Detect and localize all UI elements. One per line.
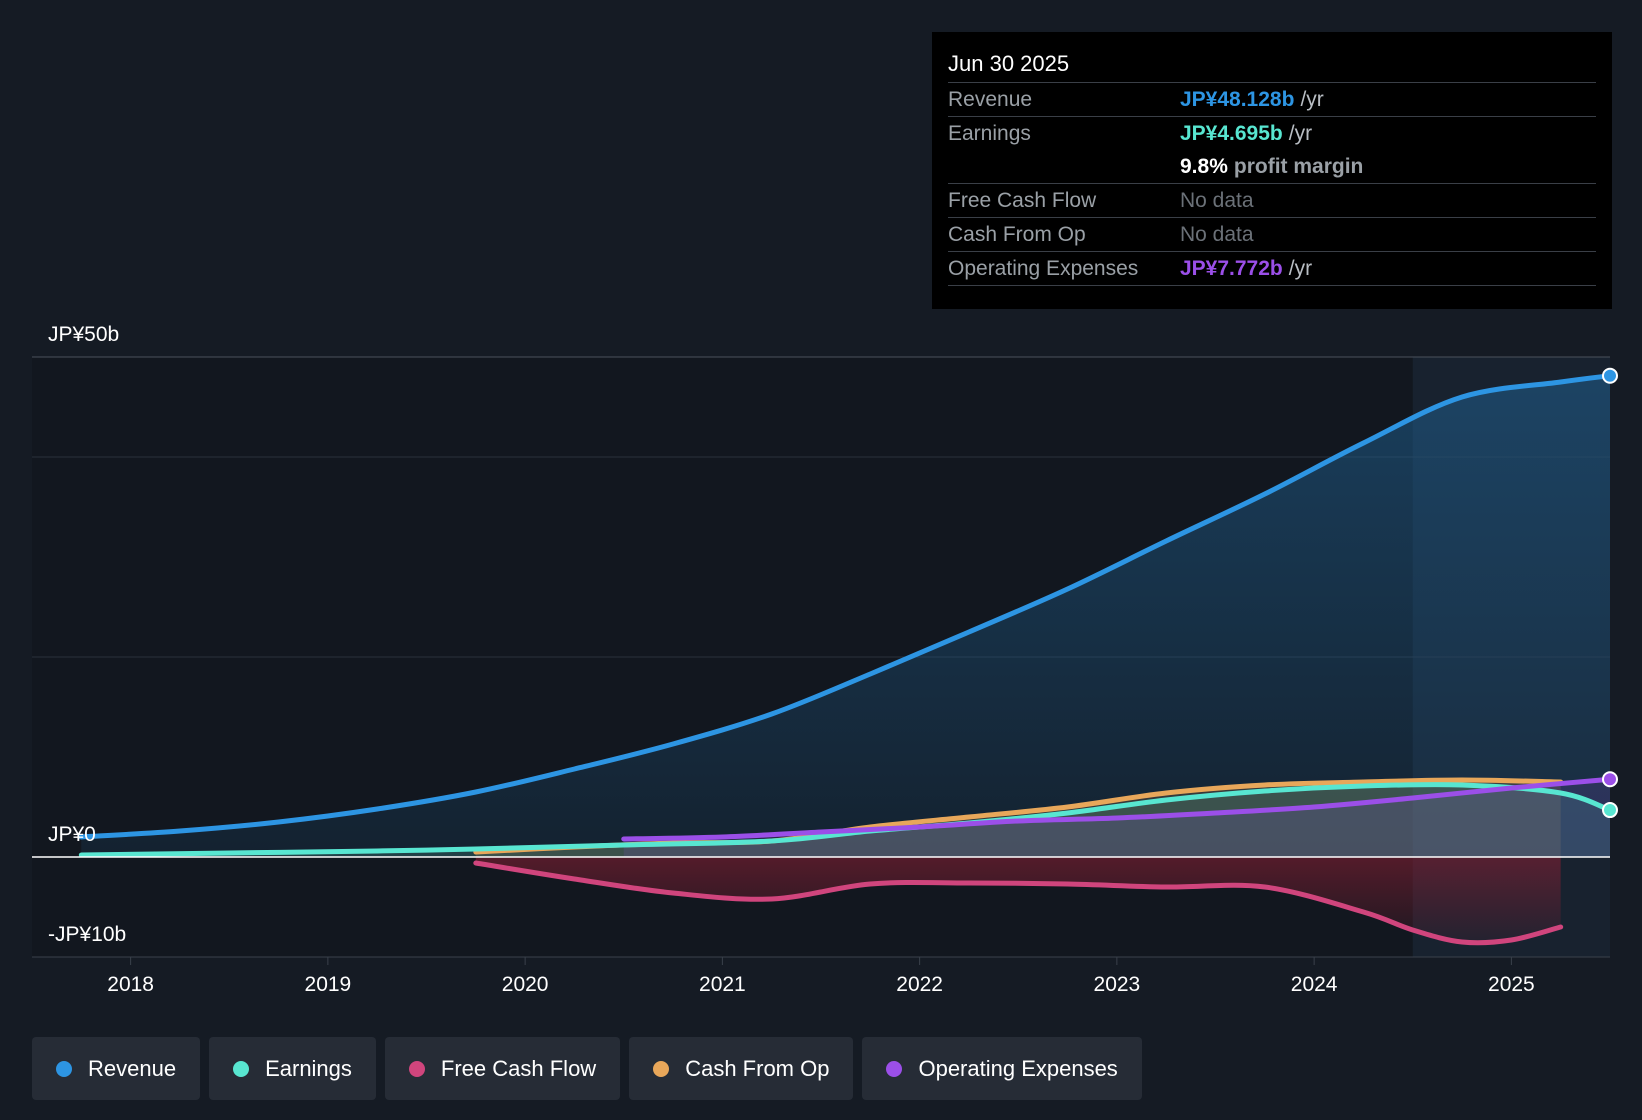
y-axis-label: JP¥50b	[48, 323, 119, 346]
x-axis-label: 2020	[502, 973, 549, 996]
legend-item-free-cash-flow[interactable]: Free Cash Flow	[384, 1037, 621, 1100]
x-axis-label: 2025	[1488, 973, 1535, 996]
line-operating-expenses	[621, 776, 1613, 842]
y-axis-label: JP¥0	[48, 823, 96, 846]
tooltip-opex-value: JP¥7.772b	[1180, 257, 1283, 280]
x-axis-label: 2018	[107, 973, 154, 996]
line-free-cash-flow	[473, 860, 1564, 946]
tooltip-earnings-value: JP¥4.695b	[1180, 122, 1283, 145]
x-axis-label: 2022	[896, 973, 943, 996]
legend-item-earnings[interactable]: Earnings	[209, 1037, 376, 1100]
legend-dot-icon	[56, 1060, 72, 1077]
legend-dot-icon	[408, 1060, 425, 1077]
y-axis-label: -JP¥10b	[48, 923, 126, 946]
legend-label: Earnings	[265, 1055, 352, 1081]
tooltip-opex-unit: /yr	[1288, 257, 1313, 280]
legend-dot-icon	[886, 1060, 903, 1077]
endpoint-revenue	[1602, 367, 1618, 384]
tooltip-date: Jun 30 2025	[948, 46, 1596, 83]
x-axis-label: 2021	[699, 973, 746, 996]
chart-legend: Revenue Earnings Free Cash Flow Cash Fro…	[32, 1037, 1142, 1100]
legend-item-cash-from-op[interactable]: Cash From Op	[629, 1037, 854, 1100]
x-axis-label: 2019	[305, 973, 352, 996]
tooltip-fcf-label: Free Cash Flow	[948, 189, 1097, 212]
legend-label: Cash From Op	[685, 1055, 830, 1081]
tooltip-row-opex: Operating Expenses JP¥7.772b/yr	[948, 252, 1596, 286]
tooltip-revenue-label: Revenue	[948, 88, 1033, 111]
tooltip-earnings-unit: /yr	[1288, 122, 1313, 145]
tooltip-row-earnings: Earnings JP¥4.695b/yr	[948, 117, 1596, 150]
legend-label: Revenue	[88, 1055, 177, 1081]
line-revenue	[78, 373, 1613, 840]
endpoint-operating-expenses	[1602, 771, 1618, 788]
tooltip-row-revenue: Revenue JP¥48.128b/yr	[948, 83, 1596, 117]
legend-item-operating-expenses[interactable]: Operating Expenses	[862, 1037, 1142, 1100]
legend-dot-icon	[233, 1060, 250, 1077]
tooltip-cfo-value: No data	[1180, 223, 1254, 246]
area-earnings	[81, 784, 1610, 857]
endpoint-earnings	[1602, 802, 1618, 819]
financial-chart: JP¥50b JP¥0 -JP¥10b 2018 2019 2020 2021 2022 20…	[32, 323, 1618, 996]
area-revenue	[81, 375, 1610, 857]
x-axis-label: 2023	[1094, 973, 1141, 996]
legend-item-revenue[interactable]: Revenue	[32, 1037, 201, 1100]
tooltip-margin-value: 9.8%	[1180, 155, 1228, 178]
tooltip-earnings-label: Earnings	[948, 122, 1031, 145]
tooltip-revenue-value: JP¥48.128b	[1180, 88, 1295, 111]
tooltip-margin-text: profit margin	[1233, 155, 1364, 178]
tooltip-row-margin: 9.8% profit margin	[948, 150, 1596, 184]
tooltip-cfo-label: Cash From Op	[948, 223, 1086, 246]
tooltip-panel: Jun 30 2025 Revenue JP¥48.128b/yr Earnin…	[932, 32, 1612, 309]
area-free-cash-flow	[475, 857, 1561, 943]
tooltip-revenue-unit: /yr	[1300, 88, 1324, 111]
legend-label: Free Cash Flow	[440, 1055, 597, 1081]
tooltip-opex-label: Operating Expenses	[948, 257, 1139, 280]
legend-label: Operating Expenses	[918, 1055, 1118, 1081]
tooltip-fcf-value: No data	[1180, 189, 1254, 212]
x-axis-label: 2024	[1291, 973, 1338, 996]
tooltip-row-fcf: Free Cash Flow No data	[948, 184, 1596, 218]
tooltip-row-cfo: Cash From Op No data	[948, 218, 1596, 252]
legend-dot-icon	[653, 1060, 670, 1077]
